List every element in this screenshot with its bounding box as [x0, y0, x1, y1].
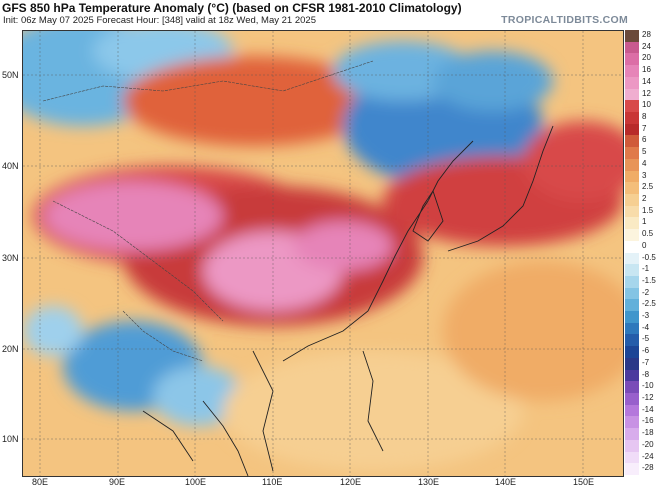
colorbar-swatch: [625, 100, 639, 113]
colorbar-swatch: [625, 170, 639, 183]
colorbar-swatch: [625, 123, 639, 136]
anomaly-map: [22, 30, 624, 477]
colorbar-label: -2.5: [642, 299, 656, 309]
colorbar-label: -14: [642, 404, 654, 414]
colorbar-label: 12: [642, 88, 651, 98]
colorbar-swatch: [625, 404, 639, 417]
colorbar-label: 4: [642, 158, 647, 168]
borders: [42, 60, 374, 362]
lat-label-30n: 30N: [2, 253, 19, 263]
colorbar-label: 0.5: [642, 229, 654, 239]
colorbar-label: 8: [642, 111, 647, 121]
colorbar-swatch: [625, 463, 639, 476]
lon-label-100e: 100E: [185, 477, 207, 487]
colorbar-label: -28: [642, 463, 654, 473]
colorbar-swatch: [625, 240, 639, 253]
colorbar-swatch: [625, 381, 639, 394]
colorbar-swatch: [625, 416, 639, 429]
colorbar-swatch: [625, 205, 639, 218]
lon-label-90e: 90E: [109, 477, 126, 487]
colorbar-swatch: [625, 299, 639, 312]
colorbar-label: 1.5: [642, 205, 654, 215]
colorbar-swatch: [625, 393, 639, 406]
colorbar-swatch: [625, 217, 639, 230]
colorbar-label: 0: [642, 240, 647, 250]
lat-label-20n: 20N: [2, 344, 19, 354]
colorbar-label: 28: [642, 30, 651, 39]
colorbar-swatch: [625, 65, 639, 78]
colorbar-swatch: [625, 287, 639, 300]
colorbar-swatch: [625, 369, 639, 382]
colorbar-label: 5: [642, 147, 647, 157]
colorbar-label: 7: [642, 123, 647, 133]
colorbar-swatch: [625, 193, 639, 207]
colorbar-swatch: [625, 451, 639, 464]
lon-label-130e: 130E: [418, 477, 440, 487]
colorbar-swatch: [625, 264, 639, 277]
colorbar-label: 2: [642, 193, 647, 203]
lon-label-120e: 120E: [340, 477, 362, 487]
colorbar-label: 1: [642, 217, 647, 227]
colorbar-label: 10: [642, 100, 651, 110]
colorbar-swatch: [625, 428, 639, 441]
colorbar-swatch: [625, 334, 639, 347]
colorbar-label: -6: [642, 346, 650, 356]
colorbar-swatch: [625, 357, 639, 371]
lat-label-10n: 10N: [2, 434, 19, 444]
lon-label-110e: 110E: [262, 477, 283, 487]
colorbar-label: -0.5: [642, 252, 656, 262]
colorbar-label: 3: [642, 170, 647, 180]
colorbar-swatch: [625, 439, 639, 453]
colorbar-label: -16: [642, 416, 654, 426]
colorbar-label: -4: [642, 322, 650, 332]
map-title: GFS 850 hPa Temperature Anomaly (°C) (ba…: [2, 1, 462, 15]
colorbar-swatch: [625, 275, 639, 289]
colorbar-label: -24: [642, 451, 654, 461]
colorbar-swatch: [625, 311, 639, 324]
anomaly-field: [23, 31, 623, 476]
colorbar-swatch: [625, 229, 639, 242]
colorbar-label: 20: [642, 53, 651, 63]
colorbar-label: 16: [642, 65, 651, 75]
colorbar-swatch: [625, 135, 639, 148]
colorbar-swatch: [625, 88, 639, 101]
colorbar-label: -10: [642, 381, 654, 391]
colorbar-swatch: [625, 252, 639, 265]
colorbar-legend: 28 24 20 16 14 12 10 8 7 6 5 4 3 2.5 2 1.5 1 0.5 0 -0.5 -1 -1…: [625, 30, 659, 476]
colorbar-swatch: [625, 182, 639, 195]
colorbar-label: 6: [642, 135, 647, 145]
colorbar-label: -18: [642, 428, 654, 438]
colorbar-swatch: [625, 158, 639, 172]
colorbar-label: -5: [642, 334, 650, 344]
colorbar-swatch: [625, 346, 639, 359]
lon-label-80e: 80E: [32, 477, 49, 487]
colorbar-label: 14: [642, 76, 651, 86]
colorbar-label: 2.5: [642, 182, 654, 192]
lon-label-140e: 140E: [495, 477, 517, 487]
colorbar-swatch: [625, 41, 639, 54]
colorbar-label: -7: [642, 357, 650, 367]
lat-label-50n: 50N: [2, 70, 19, 80]
graticule: [23, 31, 623, 476]
colorbar-label: -12: [642, 393, 654, 403]
colorbar-swatch: [625, 76, 639, 90]
lon-label-150e: 150E: [573, 477, 595, 487]
colorbar-label: -8: [642, 369, 650, 379]
lat-label-40n: 40N: [2, 161, 19, 171]
colorbar-label: -2: [642, 287, 650, 297]
coastlines: [142, 125, 554, 476]
header: GFS 850 hPa Temperature Anomaly (°C) (ba…: [0, 0, 660, 28]
colorbar-label: -3: [642, 311, 650, 321]
colorbar-label: -20: [642, 439, 654, 449]
colorbar-swatch: [625, 111, 639, 125]
colorbar-label: 24: [642, 41, 651, 51]
brand-watermark: TROPICALTIDBITS.COM: [501, 14, 628, 26]
colorbar-swatch: [625, 322, 639, 335]
colorbar-swatch: [625, 53, 639, 66]
colorbar-label: -1: [642, 264, 650, 274]
forecast-info: Init: 06z May 07 2025 Forecast Hour: [34…: [3, 15, 316, 26]
colorbar-swatch: [625, 147, 639, 160]
colorbar-swatch: [625, 30, 639, 43]
colorbar-label: -1.5: [642, 275, 656, 285]
